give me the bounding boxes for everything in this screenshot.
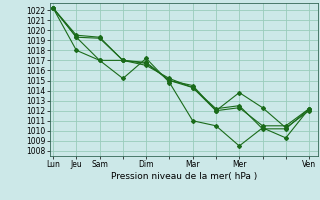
- X-axis label: Pression niveau de la mer( hPa ): Pression niveau de la mer( hPa ): [111, 172, 257, 181]
